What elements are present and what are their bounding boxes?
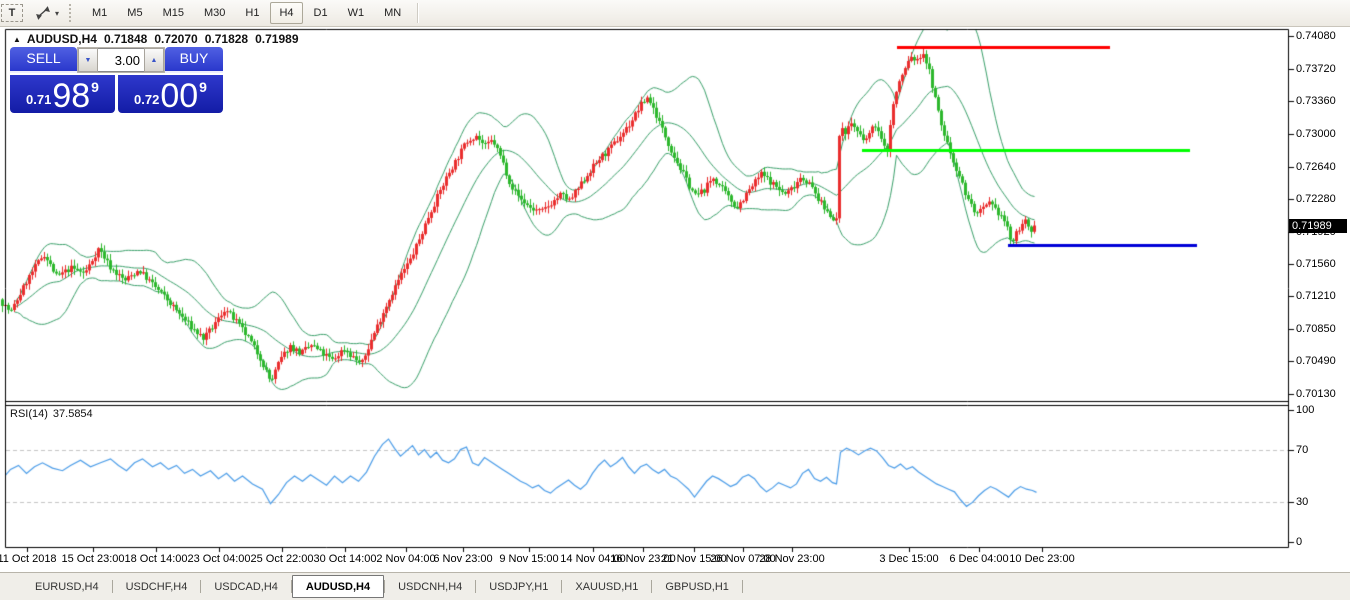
timeframe-d1[interactable]: D1 [313,7,328,19]
price-tick-label: 0.72280 [1296,193,1336,206]
time-tick-label: 18 Oct 14:00 [124,553,188,565]
timeframe-h4[interactable]: H4 [270,2,303,24]
tab-xauusd-h1[interactable]: XAUUSD,H1 [575,580,639,593]
text-label-tool-icon[interactable]: T [1,4,23,22]
one-click-trading-panel: SELL ▼ ▲ BUY 0.71 98 9 0.72 00 9 [10,47,223,113]
sell-price-small: 0.71 [26,92,52,107]
sell-price-pip: 9 [91,79,99,95]
time-tick-label: 2 Nov 04:00 [376,553,436,565]
close-value: 0.71989 [255,32,299,46]
price-tick-label: 0.70130 [1296,388,1336,400]
price-tick-label: 0.71210 [1296,290,1336,303]
price-tick-label: 0.73000 [1296,127,1336,140]
time-tick-label: 28 Nov 23:00 [759,553,825,565]
timeframe-mn[interactable]: MN [384,7,402,19]
time-tick-label: 10 Dec 23:00 [1009,553,1075,565]
rsi-tick-label: 100 [1296,404,1315,416]
rsi-name: RSI(14) [10,408,48,420]
time-tick-label: 16 Nov 23:00 [610,553,676,565]
rsi-tick-label: 30 [1296,496,1309,509]
price-tick-label: 0.72640 [1296,160,1336,173]
rsi-tick-label: 70 [1296,443,1309,456]
tab-separator [651,580,653,593]
current-price-tag: 0.71989 [1289,218,1347,233]
toolbar: T ▾ M1 M5 M15 M30 H1 H4 D1 W1 MN [0,0,1350,27]
high-value: 0.72070 [154,32,198,46]
chart-plot-canvas[interactable] [0,27,1350,572]
rsi-indicator-label: RSI(14) 37.5854 [10,408,93,420]
time-tick-label: 11 Oct 2018 [0,553,57,565]
volume-decrease-button[interactable]: ▼ [78,48,98,72]
price-tick-label: 0.73720 [1296,62,1336,75]
tab-gbpusd-h1[interactable]: GBPUSD,H1 [665,580,729,593]
tab-separator [475,580,477,593]
tab-eurusd-h4[interactable]: EURUSD,H4 [35,580,99,593]
buy-price-pip: 9 [199,79,207,95]
volume-stepper: ▼ ▲ [77,47,165,73]
sell-button[interactable]: SELL [10,47,77,73]
price-tick-label: 0.70490 [1296,355,1336,368]
tab-separator [741,580,743,593]
timeframe-w1[interactable]: W1 [347,7,365,19]
volume-input[interactable] [98,48,144,72]
price-tick-label: 0.74080 [1296,30,1336,42]
collapse-triangle-icon[interactable]: ▲ [13,34,21,44]
timeframe-button-group: M1 M5 M15 M30 H1 H4 D1 W1 MN [82,2,411,24]
open-value: 0.71848 [103,32,148,46]
price-tick-label: 0.71560 [1296,258,1336,271]
low-value: 0.71828 [204,32,249,46]
chart-title: ▲ AUDUSD,H4 0.71848 0.72070 0.71828 0.71… [13,32,299,46]
toolbar-separator [417,3,419,23]
symbol-period-label: AUDUSD,H4 [26,32,97,46]
tab-separator [290,580,292,593]
buy-button[interactable]: BUY [165,47,223,73]
tab-separator [111,580,113,593]
tab-usdcnh-h4[interactable]: USDCNH,H4 [398,580,463,593]
tab-usdcad-h4[interactable]: USDCAD,H4 [214,580,278,593]
timeframe-h1[interactable]: H1 [245,7,260,19]
buy-price-display[interactable]: 0.72 00 9 [118,75,223,113]
time-tick-label: 26 Nov 07:00 [710,553,776,565]
time-tick-label: 25 Oct 22:00 [250,553,314,565]
time-tick-label: 6 Dec 04:00 [949,553,1009,565]
dropdown-caret-icon[interactable]: ▾ [55,8,60,18]
tab-separator [561,580,563,593]
time-tick-label: 6 Nov 23:00 [433,553,493,565]
timeframe-m1[interactable]: M1 [92,7,108,19]
time-tick-label: 21 Nov 15:00 [661,553,727,565]
timeframe-m5[interactable]: M5 [127,7,143,19]
rsi-value: 37.5854 [52,408,93,420]
sell-price-display[interactable]: 0.71 98 9 [10,75,115,113]
tab-usdjpy-h1[interactable]: USDJPY,H1 [489,580,549,593]
tab-separator [200,580,202,593]
time-tick-label: 3 Dec 15:00 [879,553,939,565]
sell-price-big: 98 [52,77,91,115]
rsi-tick-label: 0 [1296,536,1303,548]
time-tick-label: 15 Oct 23:00 [61,553,125,565]
timeframe-m30[interactable]: M30 [203,7,226,19]
timeframe-m15[interactable]: M15 [162,7,184,19]
buy-price-big: 00 [160,77,199,115]
time-tick-label: 30 Oct 14:00 [313,553,377,565]
chart-tab-bar: EURUSD,H4 USDCHF,H4 USDCAD,H4 AUDUSD,H4 USDC… [0,572,1350,600]
tab-usdchf-h4[interactable]: USDCHF,H4 [125,580,188,593]
diagonal-arrows-icon[interactable] [33,3,53,23]
volume-increase-button[interactable]: ▲ [144,48,164,72]
price-tick-label: 0.70850 [1296,322,1336,335]
pane-splitter[interactable] [0,401,1288,406]
time-tick-label: 23 Oct 04:00 [187,553,251,565]
time-tick-label: 9 Nov 15:00 [499,553,559,565]
time-tick-label: 14 Nov 04:00 [560,553,626,565]
toolbar-grip [69,4,74,22]
price-tick-label: 0.73360 [1296,95,1336,108]
tab-audusd-h4[interactable]: AUDUSD,H4 [291,575,385,598]
tab-separator [384,580,386,593]
buy-price-small: 0.72 [134,92,160,107]
